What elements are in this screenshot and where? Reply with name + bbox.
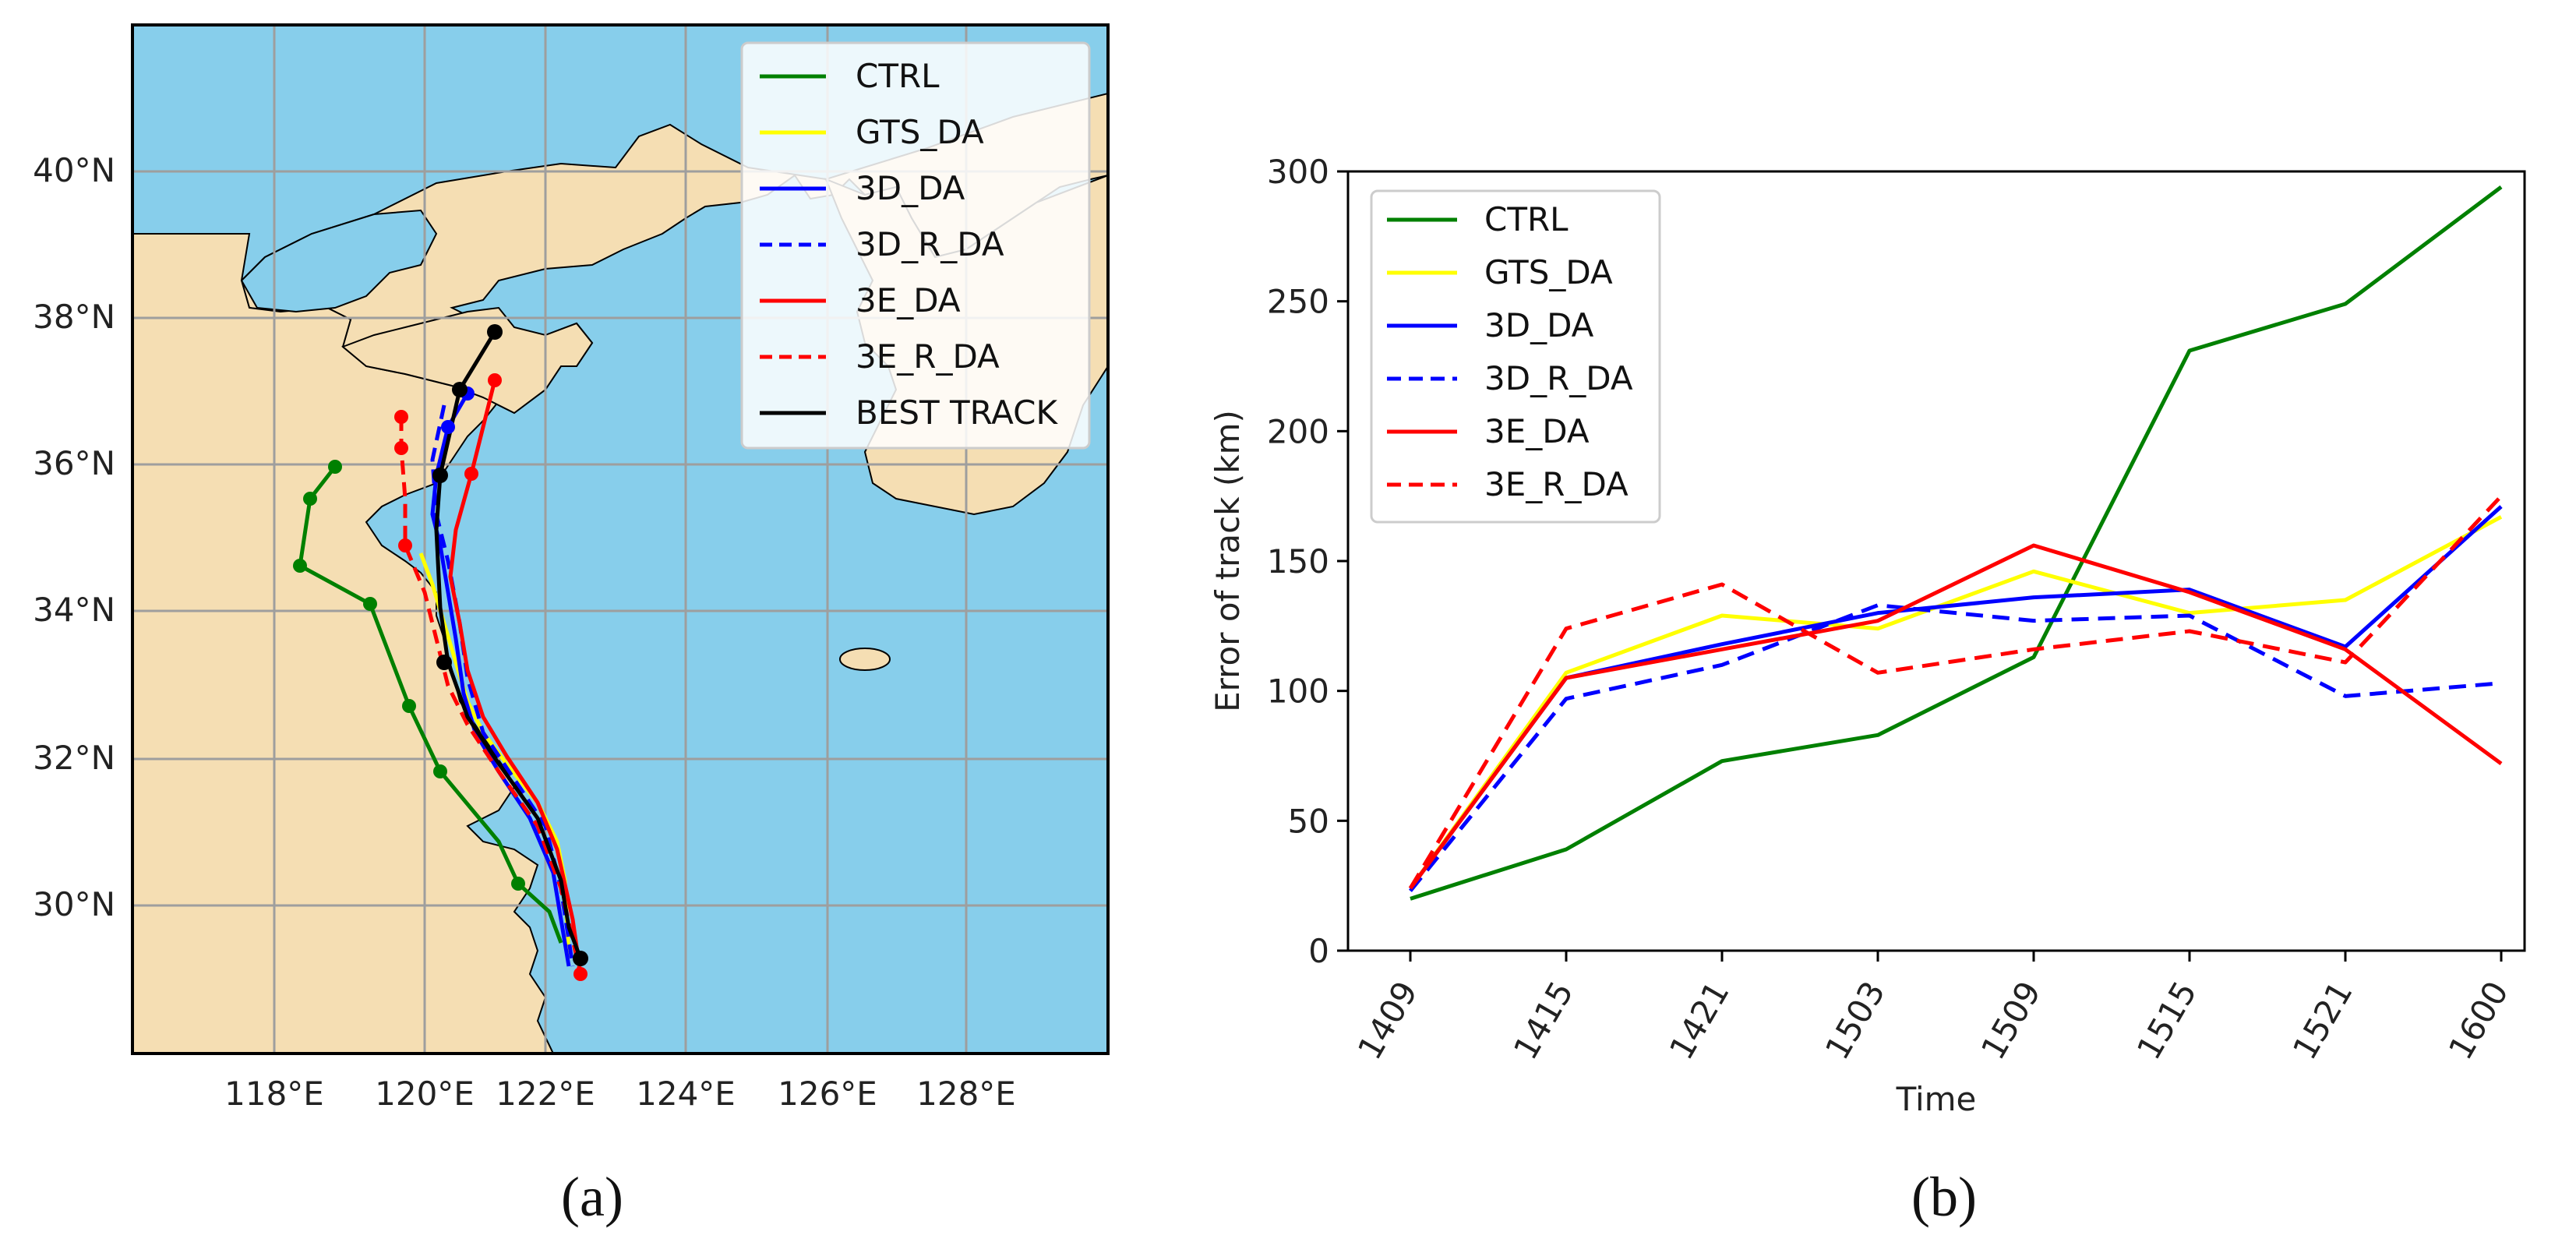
lat-tick: 36°N: [33, 444, 115, 482]
lat-tick: 38°N: [33, 298, 115, 336]
map-bohai: [240, 209, 438, 313]
lat-tick: 40°N: [33, 151, 115, 189]
y-axis-label: Error of track (km): [1209, 410, 1247, 712]
x-tick-label: 1415: [1506, 975, 1581, 1066]
chart-legend-label: CTRL: [1484, 200, 1569, 238]
x-tick-label: 1521: [2285, 975, 2360, 1066]
map-legend-label: 3E_DA: [856, 281, 961, 319]
series-line-gts-da: [1408, 515, 2503, 890]
map-legend-label: GTS_DA: [856, 113, 984, 151]
map-frame: [131, 23, 1110, 1055]
panel-label-b: (b): [1911, 1166, 1977, 1228]
track-3d-r-da: [430, 404, 575, 967]
chart-legend-label: 3D_R_DA: [1484, 359, 1633, 397]
map-legend-label: CTRL: [856, 57, 940, 95]
map-land-shandong: [341, 306, 594, 415]
map-lon-ticks: 118°E 120°E 122°E 124°E 126°E 128°E: [224, 1075, 1016, 1113]
track-3e-da: [448, 379, 583, 975]
y-tick-label: 300: [1267, 153, 1329, 191]
panel-label-a: (a): [561, 1166, 623, 1228]
lon-tick: 128°E: [916, 1075, 1016, 1113]
x-tick-label: 1509: [1974, 975, 2048, 1066]
chart-legend-label: GTS_DA: [1484, 253, 1613, 291]
chart-legend-label: 3E_R_DA: [1484, 465, 1629, 503]
y-tick-label: 150: [1267, 542, 1329, 581]
map-track-points: [293, 324, 588, 981]
map-land-jeju: [839, 648, 891, 671]
y-axis-ticks: 0 50 100 150 200 250 300: [1267, 153, 1348, 970]
y-tick-label: 0: [1308, 932, 1329, 970]
map-gridlines: [132, 25, 1108, 1054]
map-legend: CTRL GTS_DA 3D_DA 3D_R_DA 3E_DA 3E_R_DA BEST T…: [740, 41, 1091, 450]
y-tick-label: 200: [1267, 412, 1329, 450]
x-tick-label: 1409: [1350, 975, 1425, 1066]
x-tick-label: 1503: [1818, 975, 1893, 1066]
lon-tick: 126°E: [778, 1075, 877, 1113]
track-best: [434, 330, 583, 959]
lat-tick: 32°N: [33, 739, 115, 777]
series-lines: [1408, 185, 2503, 901]
y-tick-label: 250: [1267, 283, 1329, 321]
chart-legend: CTRL GTS_DA 3D_DA 3D_R_DA 3E_DA 3E_R_DA: [1370, 189, 1661, 524]
chart-legend-label: 3D_DA: [1484, 306, 1594, 344]
map-legend-label: 3D_R_DA: [856, 225, 1004, 263]
x-axis-ticks: 1409 1415 1421 1503 1509 1515 1521 1600: [1350, 951, 2516, 1066]
map-legend-label: BEST TRACK: [856, 394, 1058, 432]
series-line-ctrl: [1410, 185, 2503, 901]
map-legend-label: 3D_DA: [856, 169, 965, 207]
lon-tick: 120°E: [375, 1075, 475, 1113]
series-line-3d-r-da: [1409, 603, 2502, 892]
x-tick-label: 1421: [1662, 975, 1737, 1066]
y-tick-label: 50: [1288, 802, 1329, 840]
map-legend-label: 3E_R_DA: [856, 337, 1000, 376]
x-tick-label: 1515: [2130, 975, 2204, 1066]
lat-tick: 34°N: [33, 591, 115, 629]
lon-tick: 124°E: [636, 1075, 736, 1113]
track-ctrl: [298, 465, 563, 944]
y-tick-label: 100: [1267, 672, 1329, 711]
map-tracks: [298, 330, 583, 975]
series-line-3e-da: [1408, 543, 2503, 890]
series-line-3e-r-da: [1408, 494, 2503, 890]
x-tick-label: 1600: [2441, 975, 2516, 1066]
lon-tick: 118°E: [224, 1075, 324, 1113]
chart-legend-label: 3E_DA: [1484, 412, 1590, 450]
map-lat-ticks: 30°N 32°N 34°N 36°N 38°N 40°N: [33, 151, 115, 923]
lon-tick: 122°E: [496, 1075, 595, 1113]
lat-tick: 30°N: [33, 885, 115, 923]
map-panel: 30°N 32°N 34°N 36°N 38°N 40°N 118°E 120°…: [33, 23, 1110, 1228]
x-axis-label: Time: [1896, 1080, 1977, 1118]
